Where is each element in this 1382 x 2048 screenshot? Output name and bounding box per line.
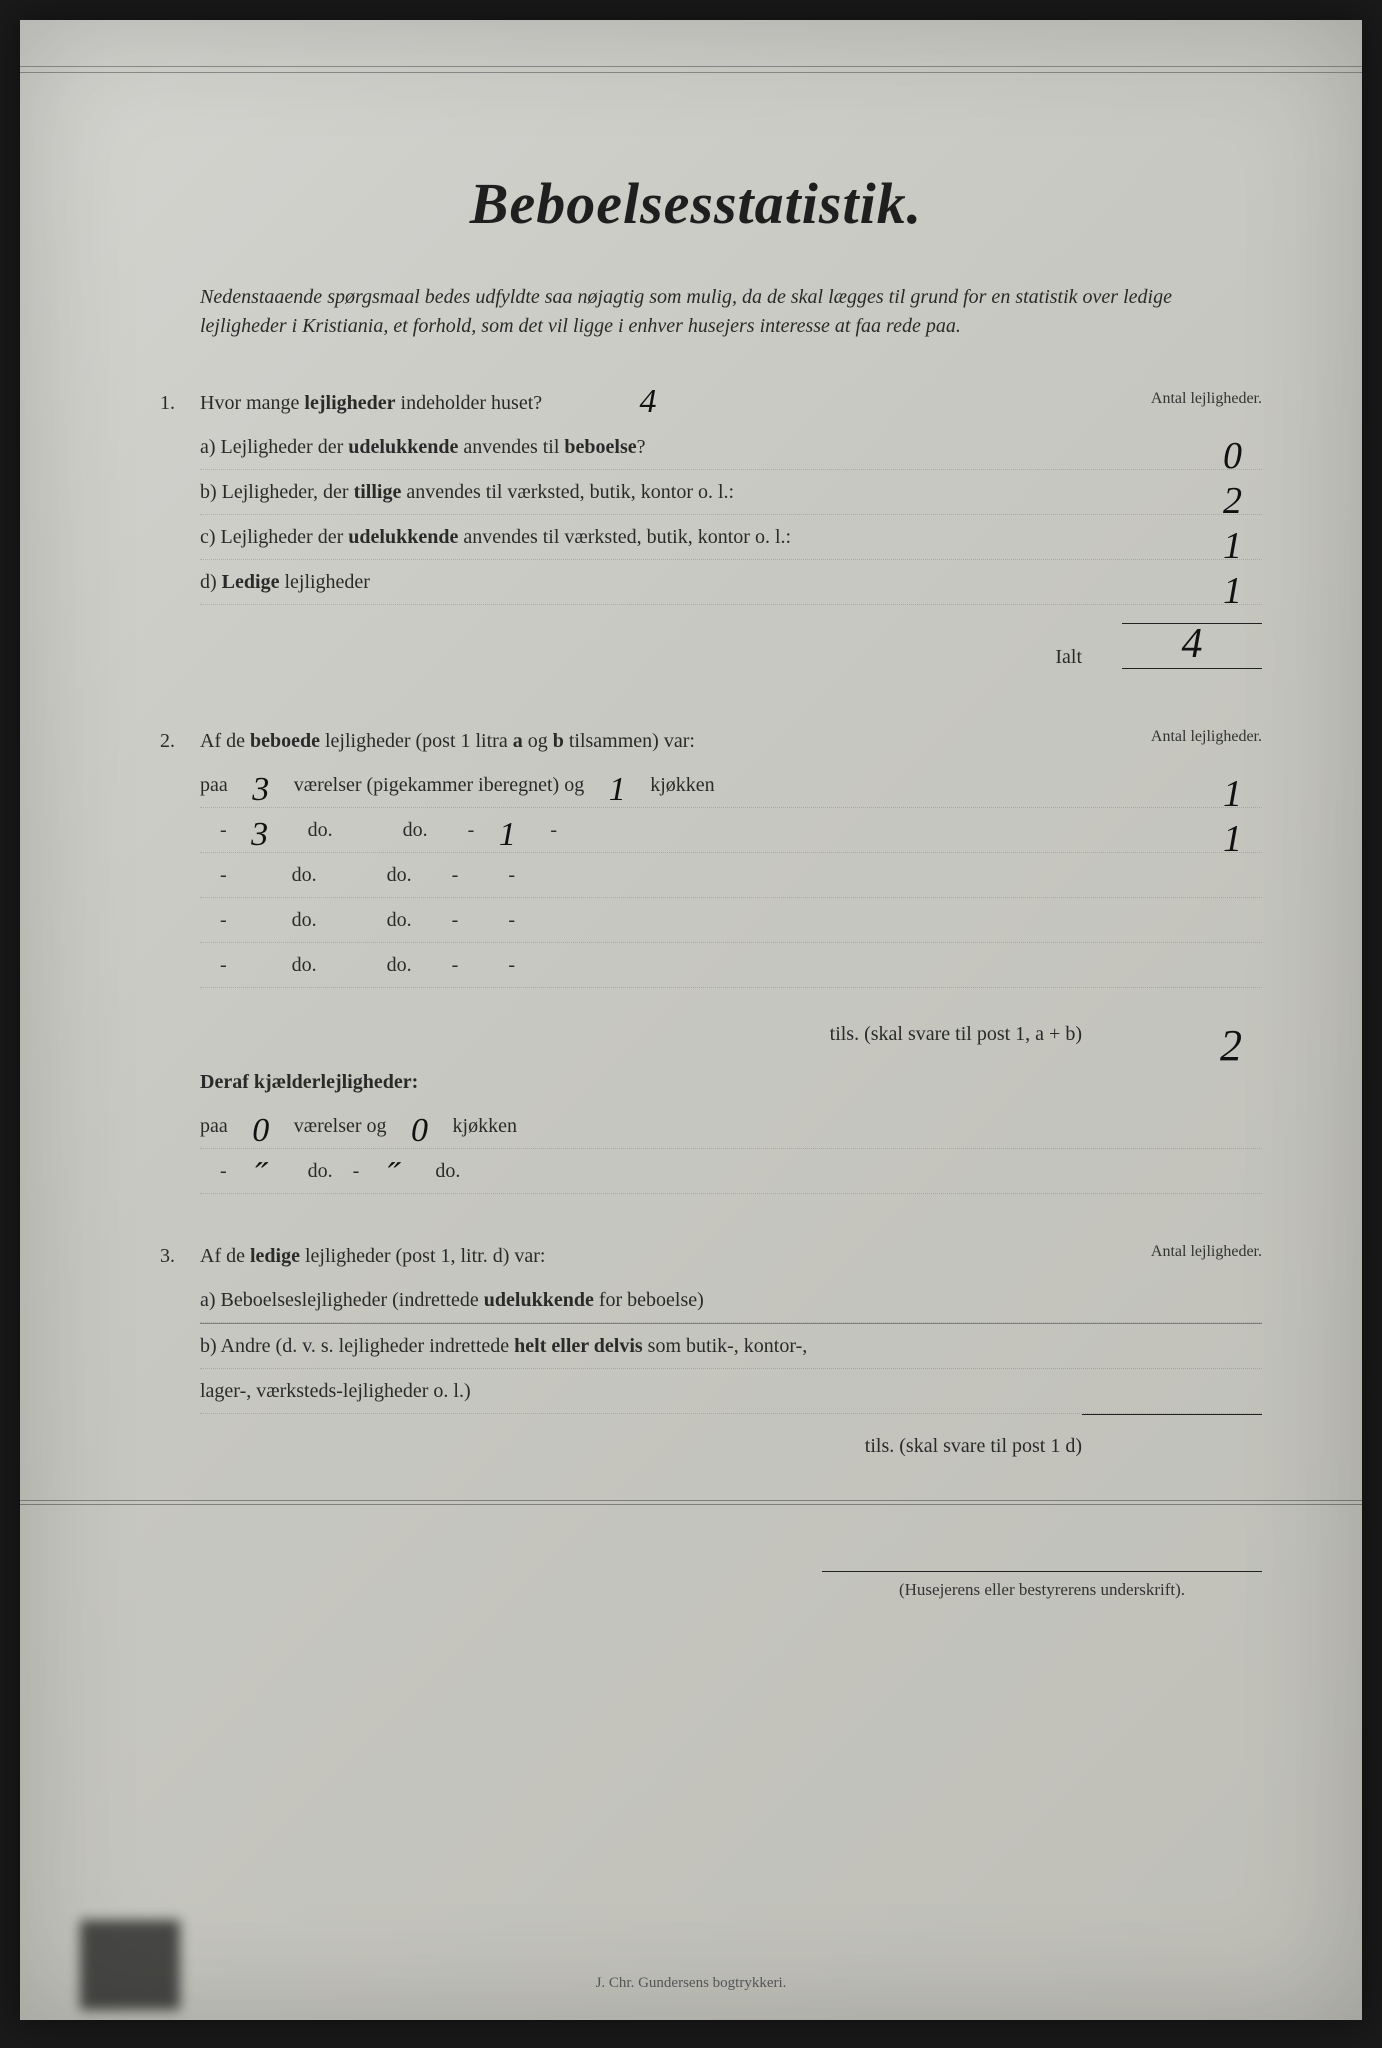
q1d-value: 1 <box>1223 550 1242 634</box>
q3-text-row: Af de ledige lejligheder (post 1, litr. … <box>200 1234 1262 1278</box>
q3a-row: a) Beboelseslejligheder (indrettede udel… <box>200 1278 1262 1323</box>
q3b-text: b) Andre (d. v. s. lejligheder indretted… <box>200 1324 1262 1368</box>
q2-r2-text: - 3 do. do. - 1 - <box>200 808 1262 852</box>
q2-text-row: Af de beboede lejligheder (post 1 litra … <box>200 719 1262 763</box>
scanner-shadow <box>80 1920 180 2010</box>
kjokken-label: kjøkken <box>650 774 714 796</box>
ialt-value: 4 <box>1182 621 1203 667</box>
q2-k2-text: - ˝ do. - ˝ do. <box>200 1149 1262 1193</box>
content-area: Beboelsesstatistik. Nedenstaaende spørgs… <box>130 170 1262 1472</box>
q1d-row: d) Ledige lejligheder 1 <box>200 560 1262 605</box>
q2-k1-rooms: 0 <box>233 1114 289 1148</box>
page-rule-2 <box>20 1504 1362 1505</box>
q2-r5-text: - do. do. - - <box>200 943 1262 987</box>
question-1: 1. Antal lejligheder. Hvor mange lejligh… <box>130 381 1262 679</box>
q2-r3-text: - do. do. - - <box>200 853 1262 897</box>
q2-room-row-3: - do. do. - - <box>200 853 1262 898</box>
q2-deraf-text: Deraf kjælderlejligheder: <box>200 1060 1262 1104</box>
q2-room-row-4: - do. do. - - <box>200 898 1262 943</box>
q1-ialt-row: Ialt 4 <box>200 635 1262 679</box>
ialt-box: 4 <box>1122 623 1262 669</box>
q2-k1-text: paa 0 værelser og 0 kjøkken <box>200 1104 1262 1148</box>
q1c-row: c) Lejligheder der udelukkende anvendes … <box>200 515 1262 560</box>
q3b2-row: lager-, værksteds-lejligheder o. l.) <box>200 1369 1262 1414</box>
q1-main-row: Hvor mange lejligheder indeholder huset?… <box>200 381 1262 425</box>
q1-text: Hvor mange lejligheder indeholder huset? <box>200 381 1262 425</box>
q3-text: Af de ledige lejligheder (post 1, litr. … <box>200 1234 1262 1278</box>
q2-text: Af de beboede lejligheder (post 1 litra … <box>200 719 1262 763</box>
q3-tils-line <box>1082 1414 1262 1415</box>
q2-room-row-1: paa 3 værelser (pigekammer iberegnet) og… <box>200 763 1262 808</box>
top-rule-1 <box>20 66 1362 67</box>
q2-kjaelder-row-1: paa 0 værelser og 0 kjøkken <box>200 1104 1262 1149</box>
q3-number: 3. <box>160 1234 175 1278</box>
q1b-text: b) Lejligheder, der tillige anvendes til… <box>200 470 1262 514</box>
signature-caption: (Husejerens eller bestyrerens underskrif… <box>899 1580 1185 1599</box>
q1d-text: d) Ledige lejligheder <box>200 560 1262 604</box>
k-paa-label: paa <box>200 1115 228 1137</box>
signature-area: (Husejerens eller bestyrerens underskrif… <box>822 1571 1262 1600</box>
q3-tils-label: tils. (skal svare til post 1 d) <box>865 1435 1082 1457</box>
page-title: Beboelsesstatistik. <box>130 170 1262 237</box>
q1b-row: b) Lejligheder, der tillige anvendes til… <box>200 470 1262 515</box>
q2-kjaelder-row-2: - ˝ do. - ˝ do. <box>200 1149 1262 1194</box>
q2-r1-rooms: 3 <box>233 773 289 807</box>
q2-tils-row: tils. (skal svare til post 1, a + b) 2 <box>200 1012 1262 1060</box>
q2-r2-kitch: 1 <box>479 818 535 852</box>
vaerelser-label: værelser (pigekammer iberegnet) og <box>294 774 584 796</box>
q3b2-text: lager-, værksteds-lejligheder o. l.) <box>200 1369 1262 1413</box>
q2-k1-kitch: 0 <box>392 1114 448 1148</box>
q3b-row: b) Andre (d. v. s. lejligheder indretted… <box>200 1324 1262 1369</box>
q1-number: 1. <box>160 381 175 425</box>
q3a-text: a) Beboelseslejligheder (indrettede udel… <box>200 1278 1262 1322</box>
q2-number: 2. <box>160 719 175 763</box>
q2-r1-kitch: 1 <box>589 773 645 807</box>
page-rule-1 <box>20 1500 1362 1501</box>
q2-room-row-5: - do. do. - - <box>200 943 1262 988</box>
q1c-text: c) Lejligheder der udelukkende anvendes … <box>200 515 1262 559</box>
scanned-page: Beboelsesstatistik. Nedenstaaende spørgs… <box>20 20 1362 2020</box>
question-2: 2. Antal lejligheder. Af de beboede lejl… <box>130 719 1262 1194</box>
question-3: 3. Antal lejligheder. Af de ledige lejli… <box>130 1234 1262 1472</box>
k-kjokken-label: kjøkken <box>453 1115 517 1137</box>
q2-r1-text: paa 3 værelser (pigekammer iberegnet) og… <box>200 763 1262 807</box>
q2-r4-text: - do. do. - - <box>200 898 1262 942</box>
top-rule-2 <box>20 72 1362 73</box>
intro-text: Nedenstaaende spørgsmaal bedes udfyldte … <box>130 283 1262 341</box>
q2-room-row-2: - 3 do. do. - 1 - 1 <box>200 808 1262 853</box>
k-vaerelser-label: værelser og <box>294 1115 387 1137</box>
q1a-text: a) Lejligheder der udelukkende anvendes … <box>200 425 1262 469</box>
paa-label: paa <box>200 774 228 796</box>
q2-k2-kitch: ˝ <box>364 1159 420 1193</box>
q3-tils-row: tils. (skal svare til post 1 d) <box>200 1424 1262 1472</box>
q2-tils-label: tils. (skal svare til post 1, a + b) <box>830 1023 1082 1045</box>
ialt-label: Ialt <box>1055 646 1082 668</box>
printer-credit: J. Chr. Gundersens bogtrykkeri. <box>20 1975 1362 1992</box>
q2-k2-rooms: ˝ <box>232 1159 288 1193</box>
q2-r2-rooms: 3 <box>232 818 288 852</box>
q2-deraf-row: Deraf kjælderlejligheder: <box>200 1060 1262 1104</box>
q1a-row: a) Lejligheder der udelukkende anvendes … <box>200 425 1262 470</box>
q1-total: 4 <box>620 385 676 419</box>
